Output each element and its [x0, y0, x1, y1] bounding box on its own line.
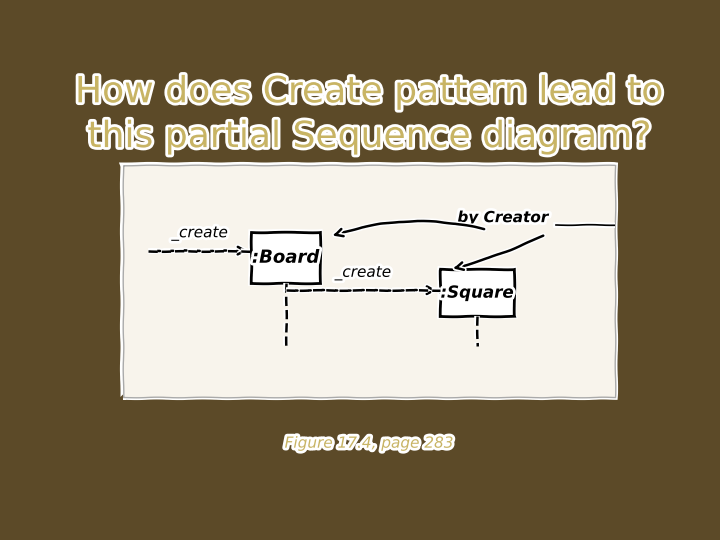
Text: How does Create pattern lead to
this partial Sequence diagram?: How does Create pattern lead to this par… [75, 75, 663, 154]
Bar [124, 165, 615, 397]
Text: Figure 17.4, page 283: Figure 17.4, page 283 [284, 436, 454, 451]
